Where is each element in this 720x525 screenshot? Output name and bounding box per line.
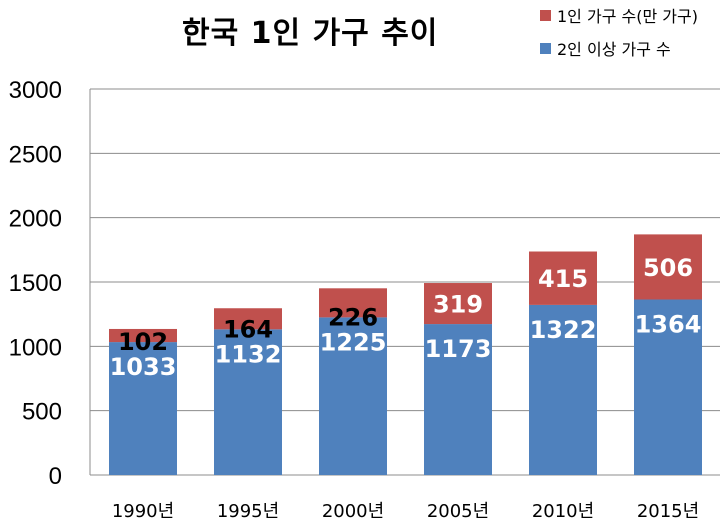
x-tick-label: 2000년	[322, 501, 384, 522]
y-tick-label: 2500	[9, 141, 62, 168]
data-label-one-person: 415	[538, 265, 588, 293]
legend-swatch-multi-person	[540, 42, 551, 54]
bar-one-person	[424, 283, 492, 325]
data-label-multi-person: 1173	[425, 335, 492, 363]
legend-swatch-one-person	[540, 9, 551, 21]
x-tick-label: 1990년	[112, 501, 174, 522]
x-tick-label: 1995년	[217, 501, 279, 522]
legend-item-multi-person: 2인 이상 가구 수	[540, 36, 671, 60]
bar-multi-person	[214, 329, 282, 475]
data-label-multi-person: 1033	[110, 353, 177, 381]
data-label-one-person: 226	[328, 303, 378, 331]
y-tick-label: 2000	[9, 206, 62, 233]
data-label-one-person: 319	[433, 291, 483, 319]
bar-one-person	[109, 328, 177, 343]
bar-one-person	[634, 234, 702, 300]
data-label-one-person: 506	[643, 254, 693, 282]
bar-one-person	[319, 288, 387, 318]
x-tick-label: 2010년	[532, 501, 594, 522]
legend-label-one-person: 1인 가구 수(만 가구)	[557, 7, 698, 26]
data-label-multi-person: 1322	[530, 316, 597, 344]
data-label-one-person: 102	[118, 328, 168, 356]
x-tick-label: 2005년	[427, 501, 489, 522]
y-tick-label: 1000	[9, 334, 62, 361]
x-tick-label: 2015년	[637, 501, 699, 522]
legend-item-one-person: 1인 가구 수(만 가구)	[540, 3, 698, 27]
y-tick-label: 0	[49, 463, 62, 490]
chart-title: 한국 1인 가구 추이	[182, 16, 439, 51]
legend-label-multi-person: 2인 이상 가구 수	[557, 40, 671, 59]
bar-multi-person	[634, 299, 702, 475]
y-tick-label: 3000	[9, 77, 62, 104]
y-tick-label: 1500	[9, 270, 62, 297]
bar-one-person	[214, 308, 282, 330]
data-label-one-person: 164	[223, 315, 273, 343]
bar-one-person	[529, 251, 597, 305]
data-label-multi-person: 1225	[320, 328, 387, 356]
bar-multi-person	[319, 317, 387, 475]
data-label-multi-person: 1364	[635, 310, 702, 338]
bar-multi-person	[424, 324, 492, 475]
y-tick-label: 500	[22, 399, 62, 426]
data-label-multi-person: 1132	[215, 340, 282, 368]
bar-multi-person	[109, 342, 177, 475]
bar-multi-person	[529, 304, 597, 475]
